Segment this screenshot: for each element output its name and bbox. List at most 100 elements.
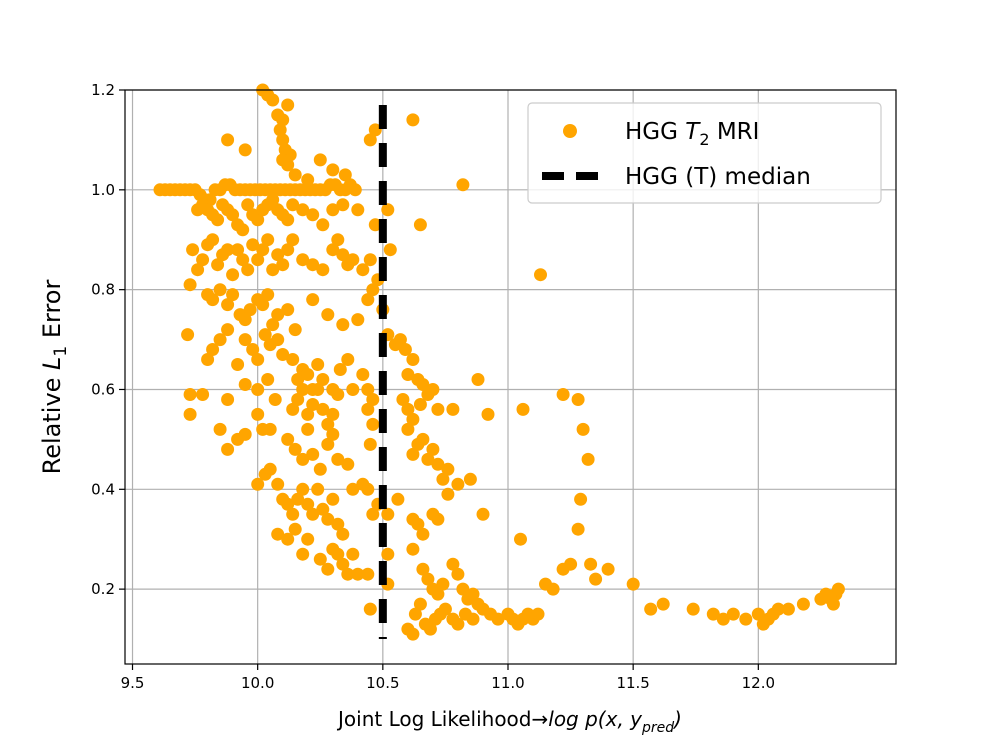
data-point [281,497,295,511]
data-point [391,492,405,506]
data-point [291,393,305,406]
data-point [246,343,260,356]
data-point [556,388,570,401]
legend-label-scatter-pre: HGG [625,119,685,145]
data-point [321,437,335,451]
data-point [261,288,275,302]
data-point [276,348,290,361]
data-point [296,452,310,466]
data-point [311,358,325,371]
data-point [351,203,365,217]
data-point [331,547,345,561]
data-point [338,168,352,182]
x-tick-label: 12.0 [742,674,775,692]
data-point [436,472,450,486]
data-point [421,572,435,586]
data-point [266,318,280,332]
data-point [306,447,320,461]
data-point [296,547,310,561]
data-point [266,193,280,207]
x-axis-label: Joint Log Likelihood→log p(x, ypred) [336,707,682,736]
data-point [331,233,345,247]
data-point [221,298,235,312]
data-point [183,388,197,401]
data-point [306,507,320,521]
data-point [406,412,420,426]
data-point [288,168,302,182]
data-point [361,383,375,396]
data-point [263,422,277,436]
data-point [644,602,658,616]
data-point [276,113,290,127]
data-point [436,577,450,591]
x-tick-label: 10.5 [366,674,399,692]
data-point [206,233,220,247]
y-axis-label-var: L [38,357,66,370]
data-point [276,133,290,147]
data-point [368,218,382,232]
data-point [321,417,335,431]
data-point [238,313,252,327]
data-point [356,263,370,277]
data-point [321,562,335,576]
data-point [296,482,310,496]
data-point [341,567,355,581]
data-point [213,422,227,436]
data-point [516,402,530,416]
data-point [351,313,365,327]
data-point [534,268,547,282]
data-point [201,353,215,366]
data-point [356,368,370,381]
data-point [406,447,420,461]
data-point [256,243,270,257]
data-point [251,253,265,267]
data-point [206,343,220,356]
data-point [824,592,838,606]
legend-label-median: HGG (T) median [625,164,811,190]
data-point [366,393,380,406]
data-point [276,258,290,272]
data-point [288,442,302,456]
legend-label-scatter: HGG T2 MRI [625,119,759,149]
data-point [413,218,427,232]
y-axis-label-pre: Relative [38,370,66,474]
data-point [281,243,295,257]
data-point [301,532,315,546]
legend: HGG T2 MRI HGG (T) median [527,102,882,204]
data-point [366,417,380,431]
data-point [286,233,300,247]
data-point [481,407,495,421]
x-axis-ticks: 9.5 10.0 10.5 11.0 11.5 12.0 [121,664,775,692]
y-tick-label: 1.2 [91,81,115,99]
data-point [361,402,375,416]
data-point [446,402,460,416]
data-point [231,243,245,257]
data-point [686,602,700,616]
data-point [574,492,588,506]
data-point [463,472,477,486]
data-point [381,507,395,521]
data-point [341,457,355,471]
data-point [196,253,210,267]
data-point [326,492,340,506]
data-point [221,133,235,147]
data-point [571,393,585,406]
data-point [416,562,430,576]
y-tick-label: 0.4 [91,480,115,498]
data-point [336,527,350,541]
data-point [451,617,465,631]
data-point [336,557,350,571]
data-point [576,422,590,436]
data-point [211,213,225,227]
data-point [191,263,205,277]
data-point [531,607,545,621]
data-point [251,353,265,366]
data-point [446,557,460,571]
data-point [416,432,430,446]
data-point [196,388,210,401]
data-point [236,253,250,267]
data-point [431,587,445,601]
data-point [243,303,257,317]
data-point [401,422,415,436]
data-point [296,253,310,267]
